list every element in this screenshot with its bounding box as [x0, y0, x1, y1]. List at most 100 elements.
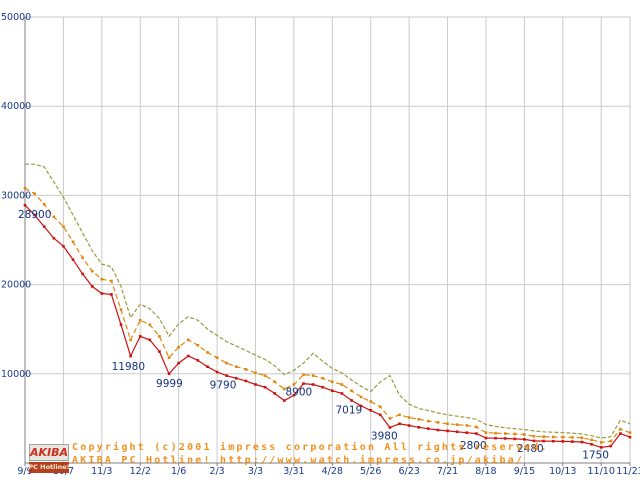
marker: [129, 338, 132, 342]
marker: [542, 439, 545, 443]
marker: [561, 440, 565, 443]
x-tick-label: 6/23: [398, 466, 419, 477]
point-label: 8900: [285, 387, 312, 399]
marker: [52, 215, 56, 219]
marker: [523, 433, 526, 436]
marker: [119, 323, 123, 327]
x-tick-label: 7/21: [437, 466, 458, 477]
marker: [580, 440, 584, 444]
marker: [331, 389, 334, 393]
marker: [590, 438, 593, 442]
marker: [158, 350, 161, 353]
x-tick-label: 10/13: [549, 466, 576, 477]
marker: [234, 376, 238, 380]
marker: [273, 380, 276, 384]
x-tick-label: 12/2: [130, 466, 151, 477]
x-tick-label: 9/9: [17, 466, 32, 477]
marker: [475, 432, 478, 435]
marker: [388, 426, 392, 429]
y-tick-label: 40000: [1, 101, 31, 112]
x-tick-label: 3/3: [248, 466, 263, 477]
y-axis-labels: 10000 20000 30000 40000 50000: [1, 12, 31, 380]
marker: [350, 399, 353, 402]
point-label: 28900: [18, 209, 51, 221]
series-line-price-high: [25, 163, 631, 439]
marker: [33, 213, 36, 217]
marker: [580, 436, 584, 440]
marker: [628, 435, 632, 439]
marker: [138, 318, 142, 322]
marker: [186, 354, 190, 358]
data-labels: 28900 11980 9999 9790 8900 7019 3980 2800 2480 17…: [18, 209, 609, 461]
marker: [350, 389, 353, 393]
marker: [81, 272, 84, 276]
series-line-price-mid: [24, 187, 631, 444]
marker: [331, 380, 334, 384]
marker: [62, 225, 65, 228]
marker: [455, 423, 459, 426]
x-tick-label: 11/3: [91, 466, 112, 477]
marker: [225, 361, 228, 365]
akiba-logo-subtitle: PC Hotline!: [29, 462, 69, 473]
marker: [23, 203, 27, 207]
point-label: 9790: [210, 380, 237, 392]
marker: [571, 440, 574, 443]
marker: [273, 392, 276, 395]
marker: [234, 365, 238, 368]
series-price-mid: [23, 186, 632, 444]
marker: [206, 365, 209, 368]
marker: [62, 244, 65, 248]
marker: [475, 425, 478, 429]
marker: [609, 444, 613, 448]
marker: [513, 432, 517, 436]
marker: [599, 441, 603, 444]
marker: [42, 225, 46, 228]
marker: [254, 383, 257, 386]
point-label: 2480: [517, 443, 544, 455]
marker: [484, 431, 488, 434]
series-price-high: [25, 163, 631, 439]
point-label: 7019: [336, 404, 363, 416]
marker: [138, 335, 142, 338]
marker: [33, 192, 36, 195]
marker: [71, 258, 75, 261]
marker: [129, 354, 132, 358]
marker: [417, 417, 421, 421]
marker: [427, 419, 430, 423]
marker: [398, 413, 401, 417]
x-tick-label: 5/26: [360, 466, 381, 477]
marker: [282, 399, 286, 402]
gridlines: [24, 16, 631, 463]
x-tick-label: 1/6: [171, 466, 186, 477]
marker: [551, 439, 555, 443]
marker: [90, 285, 94, 288]
marker: [71, 240, 75, 244]
akiba-logo: AKIBA PC Hotline!: [29, 444, 69, 473]
x-axis-labels: 9/910/711/312/21/62/33/33/314/285/266/23…: [17, 466, 640, 477]
marker: [42, 203, 46, 206]
marker: [503, 432, 507, 435]
point-label: 9999: [156, 378, 183, 390]
marker: [398, 422, 401, 426]
marker: [292, 393, 296, 397]
marker: [590, 442, 593, 446]
point-label: 11980: [112, 361, 145, 373]
series-line-price-low: [24, 204, 631, 449]
marker: [407, 424, 411, 427]
marker: [292, 383, 296, 386]
x-tick-label: 9/15: [514, 466, 535, 477]
marker: [532, 439, 536, 443]
marker: [244, 368, 248, 371]
marker: [542, 435, 545, 438]
marker: [196, 343, 200, 347]
marker: [609, 439, 613, 443]
marker: [110, 279, 113, 283]
marker: [571, 436, 574, 439]
x-tick-label: 8/18: [475, 466, 496, 477]
x-tick-label: 11/10: [587, 466, 614, 477]
point-label: 3980: [371, 430, 398, 442]
marker: [177, 361, 180, 365]
y-tick-label: 10000: [1, 369, 31, 380]
